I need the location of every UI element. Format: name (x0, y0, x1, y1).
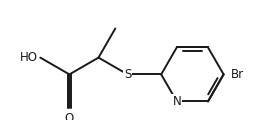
Text: O: O (65, 112, 74, 120)
Text: Br: Br (231, 68, 244, 81)
Text: HO: HO (20, 51, 38, 64)
Text: N: N (172, 95, 181, 108)
Text: S: S (124, 68, 131, 81)
